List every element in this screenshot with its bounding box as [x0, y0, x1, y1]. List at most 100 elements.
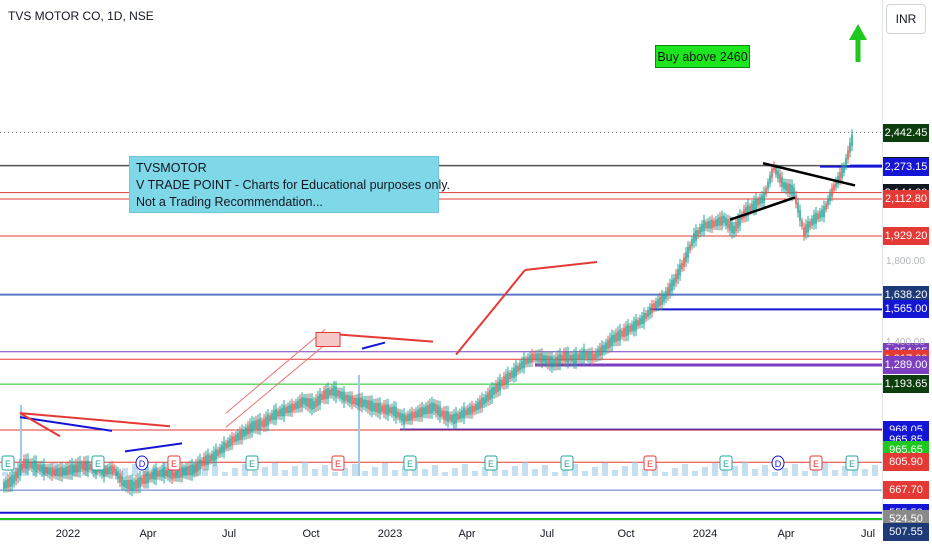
candle-body [557, 355, 559, 366]
candle-body [361, 397, 363, 408]
candle-body [537, 353, 539, 362]
event-label-10: E [723, 459, 729, 469]
candle-body [373, 403, 375, 412]
candle-body [829, 193, 831, 202]
candle-body [347, 395, 349, 403]
candle-body [475, 403, 477, 411]
candle-body [305, 397, 307, 406]
candle-body [815, 212, 817, 224]
candle-body [33, 460, 35, 471]
volume-bar [42, 467, 48, 476]
trend-line-6 [455, 269, 526, 356]
volume-bar [562, 468, 568, 476]
candle-body [255, 420, 257, 430]
candle-body [103, 466, 105, 478]
candle-body [209, 455, 211, 462]
event-marker-13 [845, 455, 859, 471]
volume-bar [532, 469, 538, 476]
volume-bar [152, 467, 158, 476]
candle-body [771, 168, 773, 178]
candle-body [309, 398, 311, 409]
volume-bar [332, 472, 338, 476]
annotation-note[interactable]: TVSMOTOR V TRADE POINT - Charts for Educ… [129, 156, 451, 213]
candle-body [713, 220, 715, 227]
candle-body [571, 354, 573, 362]
price-label: 1,289.00 [883, 355, 929, 374]
candle-body [31, 461, 33, 469]
volume-bar [282, 470, 288, 476]
volume-bar [302, 462, 308, 476]
candle-body [659, 296, 661, 306]
candle-body [595, 351, 597, 359]
candle-body [619, 329, 621, 341]
candle-body [313, 401, 315, 410]
candle-body [163, 467, 165, 479]
candle-body [763, 191, 765, 203]
candle-body [281, 407, 283, 416]
candle-body [101, 466, 103, 475]
candle-body [131, 479, 133, 491]
candle-body [751, 203, 753, 211]
candle-body [689, 244, 691, 251]
candle-body [237, 432, 239, 441]
candle-body [293, 404, 295, 411]
candle-body [589, 351, 591, 360]
candle-body [243, 429, 245, 437]
candle-body [605, 342, 607, 351]
candle-body [219, 447, 221, 455]
candle-body [173, 472, 175, 479]
candle-body [723, 216, 725, 224]
trend-line-7 [524, 260, 598, 272]
volume-bar [382, 463, 388, 476]
candle-body [107, 467, 109, 475]
volume-bar [612, 470, 618, 476]
symbol-title: TVS MOTOR CO, 1D, NSE [8, 9, 154, 23]
buy-callout[interactable]: Buy above 2460 [655, 45, 750, 68]
candle-body [367, 400, 369, 410]
candle-body [161, 468, 163, 477]
event-marker-10 [719, 455, 733, 471]
plot-area[interactable] [0, 0, 882, 520]
candle-body [769, 175, 771, 184]
candle-body [715, 219, 717, 227]
volume-bar [552, 472, 558, 476]
x-tick-label: Oct [302, 528, 320, 540]
candle-body [483, 397, 485, 405]
candle-body [687, 246, 689, 258]
candle-body [451, 414, 453, 422]
candle-body [151, 472, 153, 480]
candle-body [813, 214, 815, 225]
candle-body [295, 402, 297, 410]
candle-body [121, 475, 123, 486]
candle-body [105, 468, 107, 475]
volume-bar [682, 464, 688, 476]
volume-bar [462, 464, 468, 476]
candle-body [793, 187, 795, 196]
trend-line-3 [124, 442, 183, 453]
candle-body [441, 410, 443, 417]
volume-bar [212, 465, 218, 476]
note-line-2: V TRADE POINT - Charts for Educational p… [136, 178, 451, 192]
note-line-3: Not a Trading Recommendation... [136, 195, 323, 209]
candle-body [291, 403, 293, 413]
candle-body [821, 209, 823, 218]
candle-body [495, 384, 497, 394]
candle-body [791, 184, 793, 196]
candle-body [141, 477, 143, 484]
candle-body [217, 449, 219, 456]
currency-button[interactable]: INR [886, 4, 926, 34]
time-axis[interactable] [0, 520, 882, 551]
candle-body [199, 459, 201, 471]
event-label-11: D [775, 459, 782, 469]
note-line-1: TVSMOTOR [136, 161, 207, 175]
price-axis[interactable] [882, 0, 932, 520]
candle-body [543, 355, 545, 363]
price-label: 2,112.80 [883, 189, 929, 208]
candle-body [551, 356, 553, 368]
volume-bar [232, 468, 238, 476]
candle-body [429, 403, 431, 414]
candle-body [773, 164, 775, 171]
event-marker-9 [643, 455, 657, 471]
